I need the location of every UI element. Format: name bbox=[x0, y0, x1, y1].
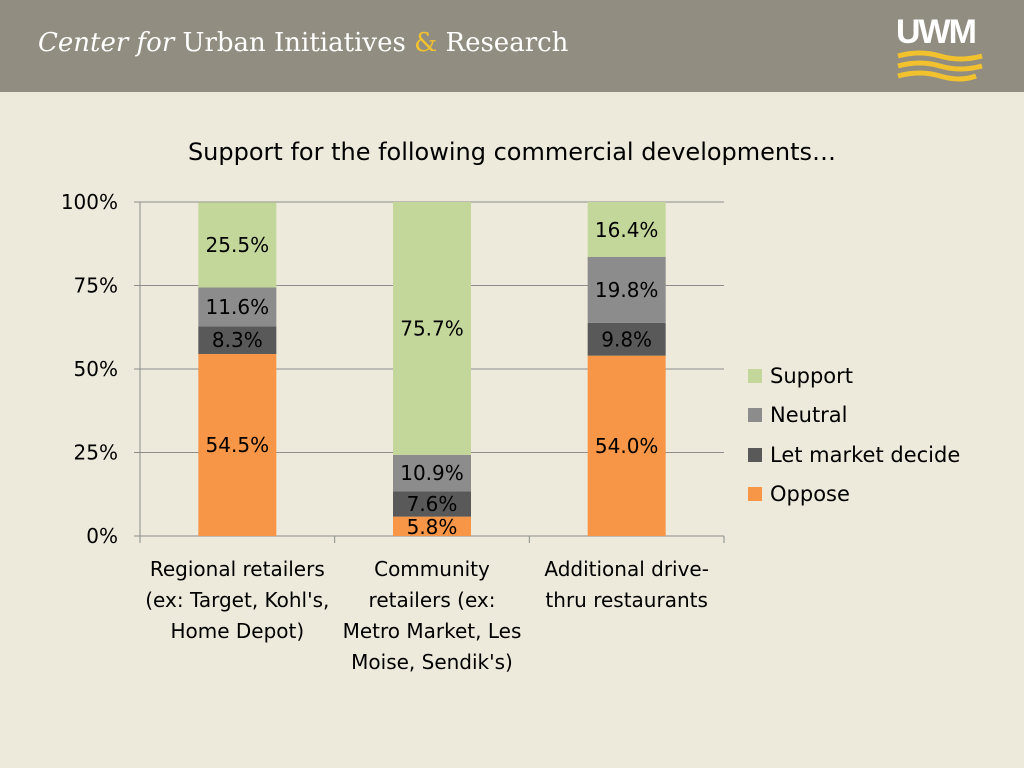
x-category-label: Regional retailers bbox=[150, 557, 325, 581]
title-end: Research bbox=[445, 28, 569, 58]
bar-segment bbox=[393, 202, 471, 455]
legend-label: Neutral bbox=[770, 403, 848, 428]
header-bar: Center for Urban Initiatives & Research … bbox=[0, 0, 1024, 92]
bar-segment bbox=[198, 287, 277, 327]
x-category-label: Additional drive- bbox=[544, 557, 709, 581]
legend-item: Oppose bbox=[748, 475, 960, 515]
x-category-label: retailers (ex: bbox=[369, 588, 496, 612]
data-label: 54.5% bbox=[206, 433, 270, 457]
legend-item: Let market decide bbox=[748, 435, 960, 475]
organization-name: Center for Urban Initiatives & Research bbox=[38, 28, 568, 58]
bar-segment bbox=[587, 322, 666, 356]
legend-swatch bbox=[748, 408, 762, 423]
x-category-label: Community bbox=[374, 557, 490, 581]
bar-segment bbox=[587, 355, 666, 536]
bar-segment bbox=[198, 326, 277, 354]
title-ampersand: & bbox=[414, 28, 438, 58]
bar-segment bbox=[393, 454, 471, 492]
legend-item: Support bbox=[748, 356, 960, 396]
data-label: 8.3% bbox=[212, 328, 263, 352]
y-tick-label: 25% bbox=[74, 441, 118, 465]
data-label: 19.8% bbox=[595, 278, 659, 302]
bar-segment bbox=[587, 256, 666, 323]
x-category-label: Metro Market, Les bbox=[343, 619, 522, 643]
data-label: 7.6% bbox=[407, 492, 458, 516]
data-label: 5.8% bbox=[407, 515, 458, 539]
legend-label: Support bbox=[770, 363, 854, 388]
logo-waves-icon bbox=[897, 50, 983, 82]
legend-swatch bbox=[748, 487, 762, 502]
legend-swatch bbox=[748, 368, 762, 383]
data-label: 75.7% bbox=[400, 316, 464, 340]
legend-label: Oppose bbox=[770, 482, 850, 507]
legend-label: Let market decide bbox=[770, 442, 961, 467]
chart-title: Support for the following commercial dev… bbox=[187, 138, 837, 166]
data-label: 25.5% bbox=[206, 233, 270, 257]
x-category-label: Moise, Sendik's) bbox=[351, 650, 513, 674]
chart-legend: Support Neutral Let market decide Oppose bbox=[748, 356, 960, 514]
y-tick-label: 75% bbox=[74, 274, 118, 298]
logo-text: UWM bbox=[896, 13, 977, 51]
legend-item: Neutral bbox=[748, 396, 960, 436]
x-category-label: thru restaurants bbox=[545, 588, 707, 612]
data-label: 54.0% bbox=[595, 434, 659, 458]
y-tick-label: 100% bbox=[61, 190, 118, 214]
bar-segment bbox=[393, 516, 471, 536]
x-category-label: (ex: Target, Kohl's, bbox=[145, 588, 329, 612]
uwm-logo: UWM bbox=[896, 13, 988, 82]
y-tick-label: 50% bbox=[74, 357, 118, 381]
legend-swatch bbox=[748, 447, 762, 462]
data-label: 9.8% bbox=[601, 327, 652, 351]
data-label: 11.6% bbox=[206, 295, 270, 319]
y-tick-label: 0% bbox=[86, 524, 118, 548]
x-category-label: Home Depot) bbox=[170, 619, 304, 643]
bar-segment bbox=[198, 353, 277, 536]
bar-segment bbox=[587, 202, 666, 257]
data-label: 16.4% bbox=[595, 218, 659, 242]
title-main: Urban Initiatives bbox=[182, 28, 406, 58]
data-label: 10.9% bbox=[400, 461, 464, 485]
bar-segment bbox=[393, 491, 471, 517]
title-prefix: Center for bbox=[38, 28, 175, 58]
bar-segment bbox=[198, 202, 277, 288]
